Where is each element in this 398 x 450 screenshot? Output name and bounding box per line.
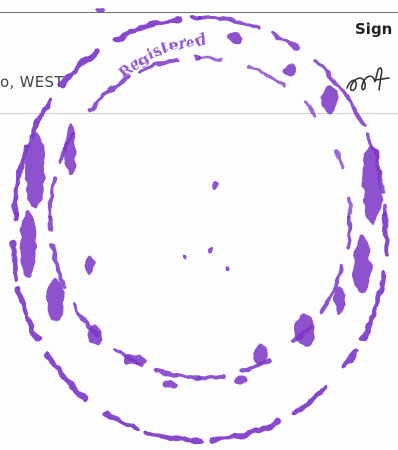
signature-label: Sign (355, 20, 393, 38)
stamp-text: Registered (114, 30, 206, 82)
address-fragment: o, WEST (0, 73, 64, 91)
svg-text:Registered: Registered (114, 30, 206, 82)
section-divider (0, 113, 398, 114)
handwritten-signature (346, 67, 390, 92)
top-rule (0, 12, 398, 13)
